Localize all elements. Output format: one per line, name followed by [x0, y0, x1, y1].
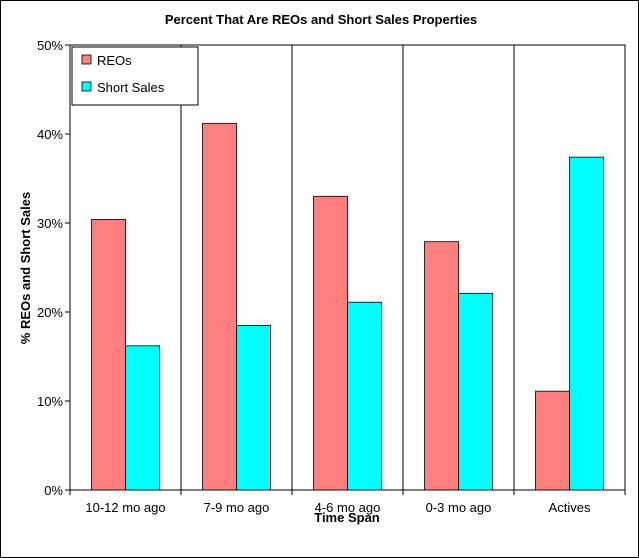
grid-lines: [180, 45, 515, 490]
bar-short-sales: [569, 156, 604, 491]
bar-reos: [424, 241, 459, 491]
bar-reos: [202, 122, 237, 491]
bar-short-sales: [236, 324, 271, 491]
y-tick-label: 30%: [37, 216, 63, 231]
y-tick-label: 20%: [37, 305, 63, 320]
x-tick-label: 4-6 mo ago: [315, 500, 381, 515]
chart-title: Percent That Are REOs and Short Sales Pr…: [165, 12, 477, 27]
bar-short-sales: [347, 301, 382, 491]
y-axis-title: % REOs and Short Sales: [18, 192, 33, 344]
bar-short-sales: [458, 292, 493, 491]
y-tick-label: 0%: [44, 483, 63, 498]
legend: REOs Short Sales: [71, 46, 199, 106]
bar-reos: [535, 390, 570, 491]
x-tick-label: 0-3 mo ago: [426, 500, 492, 515]
y-tick-label: 10%: [37, 394, 63, 409]
x-tick-label: 10-12 mo ago: [85, 500, 165, 515]
legend-swatch-reos: [81, 54, 92, 65]
x-axis-title: Time Span: [314, 510, 380, 525]
legend-box: [71, 46, 199, 106]
bar-short-sales: [125, 345, 160, 491]
bar-reos: [313, 195, 348, 491]
bars: [91, 122, 604, 491]
y-tick-label: 40%: [37, 127, 63, 142]
y-tick-label: 50%: [37, 38, 63, 53]
legend-label-reos: REOs: [97, 53, 132, 68]
x-tick-label: 7-9 mo ago: [204, 500, 270, 515]
x-axis-ticks: 10-12 mo ago 7-9 mo ago 4-6 mo ago 0-3 mo a…: [69, 490, 626, 515]
bar-reos: [91, 219, 126, 491]
legend-label-short-sales: Short Sales: [97, 80, 165, 95]
x-tick-label: Actives: [549, 500, 591, 515]
y-axis-ticks: 0% 10% 20% 30% 40% 50%: [37, 38, 70, 498]
legend-swatch-short-sales: [81, 81, 92, 92]
